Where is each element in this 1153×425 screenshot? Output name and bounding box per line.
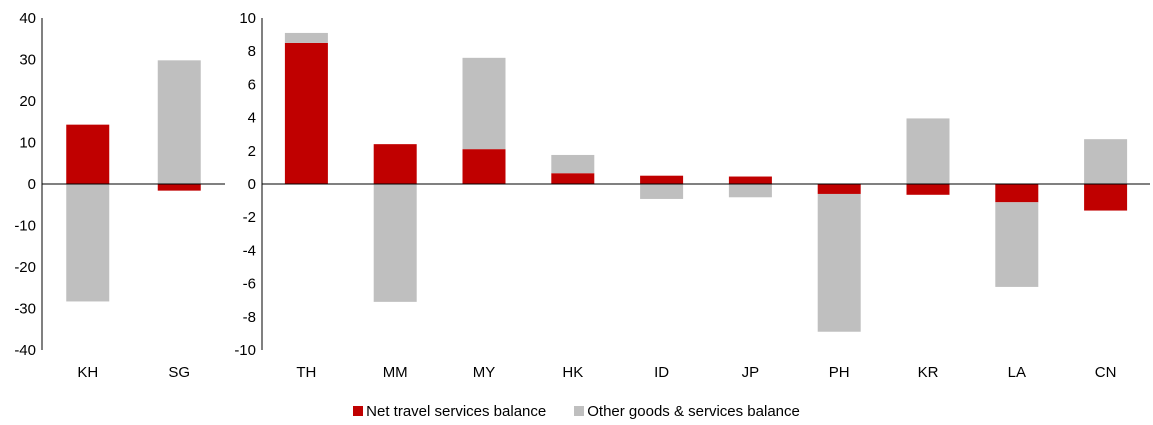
bar-mm-other xyxy=(373,184,417,302)
bar-kr-other xyxy=(906,118,950,184)
y-tick-label-panel-2-6: -2 xyxy=(243,209,256,226)
y-tick-label-panel-2-5: 0 xyxy=(248,176,256,193)
y-tick-label-panel-2-9: -8 xyxy=(243,309,256,326)
bar-cn-net-travel xyxy=(1084,184,1128,211)
legend-item-other: Other goods & services balance xyxy=(574,403,800,420)
y-tick-label-panel-2-0: 10 xyxy=(239,10,256,27)
bar-jp-other xyxy=(728,184,772,198)
y-tick-label-panel-1-8: -40 xyxy=(14,342,36,359)
y-tick-label-panel-2-8: -6 xyxy=(243,276,256,293)
bar-my-net-travel xyxy=(462,149,506,184)
y-tick-label-panel-1-7: -30 xyxy=(14,301,36,318)
bar-ph-other xyxy=(817,193,861,332)
x-category-label-la: LA xyxy=(1008,364,1026,381)
y-tick-label-panel-1-4: 0 xyxy=(28,176,36,193)
bar-ph-net-travel xyxy=(817,184,861,194)
bar-sg-net-travel xyxy=(157,184,201,191)
bar-th-other xyxy=(284,32,328,43)
x-category-label-my: MY xyxy=(473,364,496,381)
bar-kh-other xyxy=(66,184,110,302)
bar-sg-other xyxy=(157,60,201,184)
legend-item-net-travel: Net travel services balance xyxy=(353,403,546,420)
bar-mm-net-travel xyxy=(373,144,417,184)
y-tick-label-panel-2-2: 6 xyxy=(248,76,256,93)
y-tick-label-panel-1-5: -10 xyxy=(14,218,36,235)
legend-label-net-travel: Net travel services balance xyxy=(366,402,547,420)
y-tick-label-panel-2-7: -4 xyxy=(243,242,256,259)
x-category-label-kh: KH xyxy=(77,364,98,381)
bar-cn-other xyxy=(1084,139,1128,184)
bar-jp-net-travel xyxy=(728,176,772,184)
y-tick-label-panel-2-1: 8 xyxy=(248,43,256,60)
x-category-label-th: TH xyxy=(296,364,316,381)
y-tick-label-panel-1-2: 20 xyxy=(19,93,36,110)
x-category-label-hk: HK xyxy=(562,364,583,381)
legend-swatch-net-travel xyxy=(353,406,364,416)
y-tick-label-panel-1-3: 10 xyxy=(19,135,36,152)
x-category-label-jp: JP xyxy=(742,364,760,381)
x-category-label-sg: SG xyxy=(168,364,190,381)
bar-id-other xyxy=(640,184,684,199)
bar-kr-net-travel xyxy=(906,184,950,195)
legend-swatch-other xyxy=(574,406,585,416)
y-tick-label-panel-2-4: 2 xyxy=(248,143,256,160)
y-tick-label-panel-1-6: -20 xyxy=(14,259,36,276)
bar-kh-net-travel xyxy=(66,124,110,184)
x-category-label-cn: CN xyxy=(1095,364,1117,381)
bar-id-net-travel xyxy=(640,175,684,184)
y-tick-label-panel-1-1: 30 xyxy=(19,52,36,69)
bar-my-other xyxy=(462,57,506,150)
x-category-label-kr: KR xyxy=(918,364,939,381)
y-tick-label-panel-2-3: 4 xyxy=(248,110,256,127)
bar-th-net-travel xyxy=(284,42,328,185)
bar-la-net-travel xyxy=(995,184,1039,203)
x-category-label-id: ID xyxy=(654,364,669,381)
x-category-label-ph: PH xyxy=(829,364,850,381)
legend: Net travel services balance Other goods … xyxy=(0,400,1153,422)
bar-hk-net-travel xyxy=(551,173,595,184)
bar-la-other xyxy=(995,202,1039,287)
y-tick-label-panel-1-0: 40 xyxy=(19,10,36,27)
y-tick-label-panel-2-10: -10 xyxy=(234,342,256,359)
bar-hk-other xyxy=(551,154,595,174)
x-category-label-mm: MM xyxy=(383,364,408,381)
legend-label-other: Other goods & services balance xyxy=(587,402,800,420)
